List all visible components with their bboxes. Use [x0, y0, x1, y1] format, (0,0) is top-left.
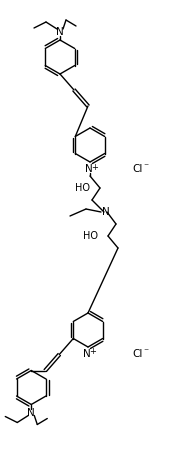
Text: N: N — [56, 27, 64, 37]
Text: N: N — [85, 164, 93, 174]
Text: +: + — [92, 163, 98, 171]
Text: N: N — [83, 349, 91, 359]
Text: ⁻: ⁻ — [143, 162, 149, 172]
Text: N: N — [27, 408, 35, 418]
Text: HO: HO — [75, 183, 90, 193]
Text: Cl: Cl — [133, 349, 143, 359]
Text: HO: HO — [83, 231, 98, 241]
Text: ⁻: ⁻ — [143, 347, 149, 357]
Text: Cl: Cl — [133, 164, 143, 174]
Text: N: N — [102, 207, 110, 217]
Text: +: + — [90, 348, 96, 356]
